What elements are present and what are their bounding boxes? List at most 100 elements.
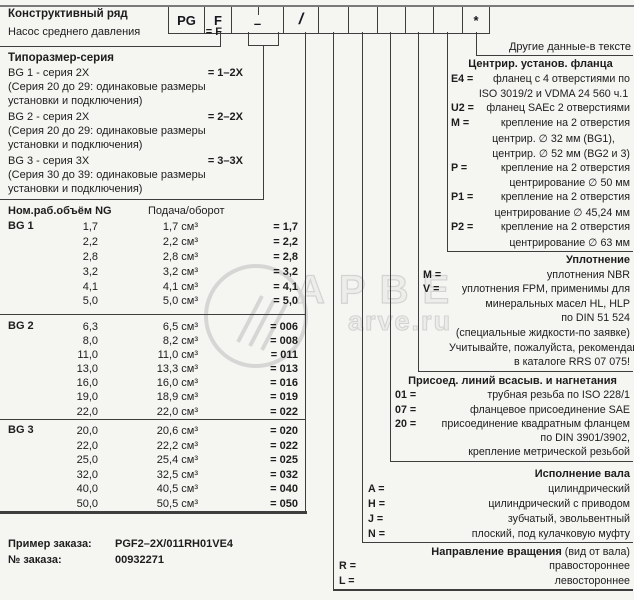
- order-number-label: № заказа:: [8, 554, 62, 566]
- size-value: = 1–2X: [207, 67, 243, 79]
- size-row: BG 2 - серия 2X = 2–2X: [8, 111, 243, 123]
- code-label: N =: [368, 528, 385, 540]
- code-cell: = 022: [270, 439, 298, 452]
- flow-cell: 13,3 см³: [156, 363, 198, 376]
- connector-rotation-v: [333, 32, 335, 591]
- table-row: 2,8 2,8 см³ = 2,8: [8, 250, 298, 265]
- flow-cell: 22,2 см³: [156, 439, 198, 452]
- size-value: = 3–3X: [207, 155, 243, 167]
- other-data-underline: [476, 55, 633, 57]
- code-label: P2 =: [451, 220, 474, 233]
- legend-row: центрирование ∅ 45,24 мм: [451, 206, 630, 221]
- table-col1-header: Ном.раб.объём NG: [8, 205, 112, 217]
- code-cell: = 011: [270, 349, 298, 362]
- desc-text: уплотнения NBR: [546, 268, 630, 281]
- ng-cell: 3,2: [82, 265, 98, 278]
- size-value: = 2–2X: [207, 111, 243, 123]
- example-value: PGF2–2X/011RH01VE4: [115, 538, 234, 550]
- legend-row: P1 = крепление на 2 отверстия: [451, 191, 630, 206]
- code-label: 20 =: [395, 417, 417, 430]
- desc-text: ISO 3019/2 и VDMA 24 560 ч.1: [478, 87, 629, 100]
- code-box-9: [433, 7, 462, 34]
- table-row: 50,0 50,5 см³ = 050: [8, 497, 298, 512]
- example-row: Пример заказа: PGF2–2X/011RH01VE4: [8, 538, 233, 550]
- desc-text: центрир. ∅ 52 мм (BG2 и 3): [492, 147, 630, 160]
- desc-text: цилиндрический: [548, 483, 630, 495]
- legend-row: в каталоге RRS 07 075!: [423, 356, 630, 371]
- separator-size: [0, 199, 264, 201]
- design-label: Насос среднего давления: [8, 26, 141, 38]
- legend-row: минеральных масел HL, HLP: [423, 298, 630, 313]
- code-box-6: [348, 7, 377, 34]
- code-cell: = 022: [270, 405, 298, 418]
- legend-row: Учитывайте, пожалуйста, рекомендации: [423, 342, 634, 357]
- flow-cell: 16,0 см³: [156, 377, 198, 390]
- legend-row: M = крепление на 2 отверстия: [451, 117, 630, 132]
- code-box-star: *: [462, 7, 490, 34]
- ng-cell: 8,0: [82, 335, 98, 348]
- desc-text: левостороннее: [554, 574, 630, 587]
- ports-bottom-rule: [390, 461, 633, 463]
- code-label: E4 =: [451, 72, 474, 85]
- table-row: 8,0 8,2 см³ = 008: [8, 334, 298, 348]
- code-cell: = 019: [270, 391, 298, 404]
- seal-bottom-rule: [418, 371, 633, 373]
- code-box-slash: /: [283, 7, 318, 34]
- seal-section: Уплотнение M = уплотнения NBR V = уплотнен…: [423, 254, 634, 371]
- flow-cell: 40,5 см³: [156, 483, 198, 496]
- ng-cell: 19,0: [76, 391, 98, 404]
- flow-cell: 22,0 см³: [156, 405, 198, 418]
- shaft-bottom-rule: [362, 542, 633, 544]
- ng-cell: 1,7: [82, 221, 98, 233]
- ng-cell: 22,0: [76, 439, 98, 452]
- table-row: 22,0 22,2 см³ = 022: [8, 439, 298, 454]
- code-cell: = 016: [270, 377, 298, 390]
- size-row: BG 3 - серия 3X = 3–3X: [8, 155, 243, 167]
- legend-row: 20 = присоединение квадратным фланцем: [395, 418, 630, 432]
- code-cell: = 3,2: [273, 265, 298, 278]
- connector-f-v: [220, 32, 222, 46]
- legend-row: центрир. ∅ 32 мм (BG1),: [451, 132, 630, 147]
- table-bottom-rule: [0, 511, 307, 514]
- legend-row: U2 = фланец SAEс 2 отверстиями: [451, 102, 630, 117]
- flange-bottom-rule: [447, 251, 633, 253]
- example-label: Пример заказа:: [8, 538, 92, 550]
- table-col2-header: Подача/оборот: [148, 205, 225, 217]
- design-row: Насос среднего давления = F: [8, 26, 222, 38]
- desc-text: по DIN 51 524: [561, 312, 630, 325]
- desc-text: крепление на 2 отверстия: [500, 191, 630, 204]
- table-row: 11,0 11,0 см³ = 011: [8, 348, 298, 362]
- type-code-boxes: PG F – / *: [168, 5, 490, 34]
- code-cell: = 008: [270, 335, 298, 348]
- table-row: 3,2 3,2 см³ = 3,2: [8, 265, 298, 280]
- table-row: 4,1 4,1 см³ = 4,1: [8, 280, 298, 295]
- table-row: 6,3 6,5 см³ = 006: [8, 320, 298, 334]
- size-label: BG 2 - серия 2X: [8, 111, 90, 123]
- flow-cell: 8,2 см³: [162, 335, 198, 348]
- ng-cell: 25,0: [76, 454, 98, 467]
- code-label: H =: [368, 498, 385, 510]
- code-cell: = 006: [270, 321, 298, 333]
- shaft-title: Исполнение вала: [534, 468, 630, 480]
- code-label: P =: [451, 161, 468, 174]
- ng-cell: 50,0: [76, 497, 98, 510]
- design-value: = F: [205, 26, 222, 38]
- legend-row: P2 = крепление на 2 отверстия: [451, 221, 630, 236]
- ng-cell: 4,1: [82, 280, 98, 293]
- legend-row: по DIN 3901/3902,: [395, 432, 630, 446]
- table-row: 40,0 40,5 см³ = 040: [8, 482, 298, 497]
- bracket-right: [278, 32, 280, 45]
- table-header: Ном.раб.объём NG Подача/оборот: [8, 205, 308, 217]
- legend-row: (специальные жидкости-по заявке): [423, 327, 630, 342]
- legend-row: M = уплотнения NBR: [423, 269, 630, 284]
- desc-text: цилиндрический с приводом: [488, 498, 630, 510]
- table-group-bg1: 1,7 1,7 см³ = 1,7 2,2 2,2 см³ = 2,2 2,8 2,8 с…: [8, 220, 298, 309]
- table-group-bg2: 6,3 6,5 см³ = 006 8,0 8,2 см³ = 008 11,0 11,0…: [8, 320, 298, 419]
- flow-cell: 11,0 см³: [157, 349, 198, 362]
- code-cell: = 050: [270, 497, 298, 510]
- code-cell: = 5,0: [273, 295, 298, 308]
- code-label: U2 =: [451, 102, 474, 115]
- size-label: BG 1 - серия 2X: [8, 67, 90, 79]
- code-label: J =: [368, 513, 384, 525]
- table-row: 22,0 22,0 см³ = 022: [8, 405, 298, 419]
